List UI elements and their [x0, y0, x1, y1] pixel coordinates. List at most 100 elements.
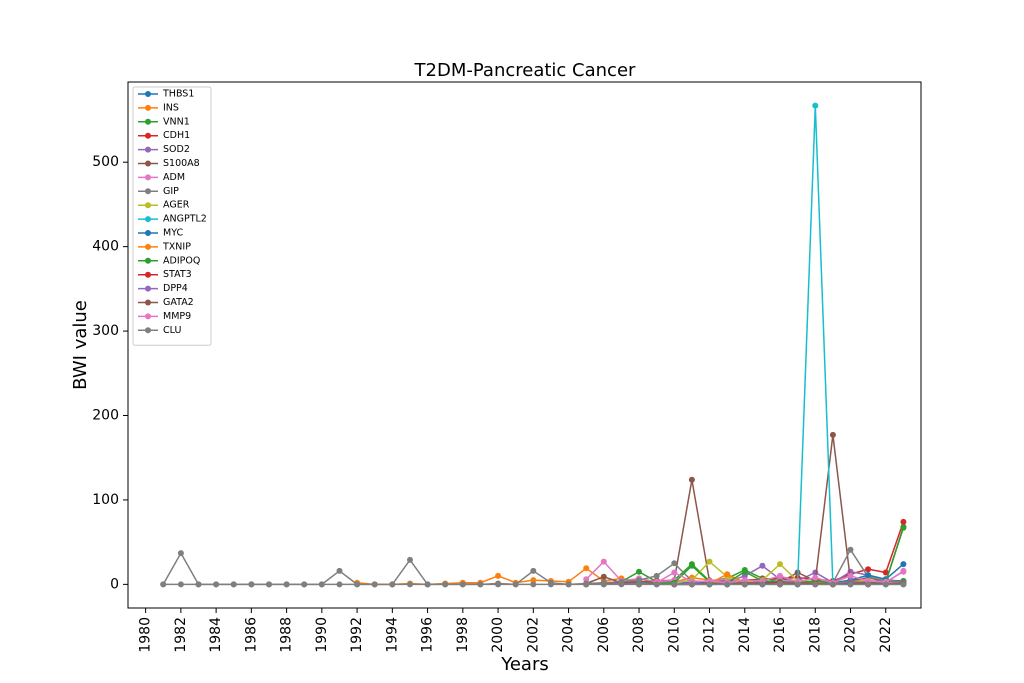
data-point [671, 560, 678, 567]
data-point [847, 546, 854, 553]
x-tick-label: 1990 [314, 617, 330, 653]
data-point [600, 558, 607, 565]
data-point [688, 581, 695, 588]
axes-ticks: 1980 1982 1984 1986 1988 1990 1992 1994 1996 1998… [92, 154, 894, 652]
data-point [354, 581, 361, 588]
legend-label: SOD2 [163, 144, 190, 155]
legend-swatch-marker [145, 243, 151, 250]
legend-label: MMP9 [163, 311, 191, 322]
data-point [812, 102, 819, 109]
legend-label: GIP [163, 186, 179, 197]
data-point [741, 568, 748, 575]
legend-label: GATA2 [163, 297, 194, 308]
data-point [336, 581, 343, 588]
legend-label: TXNIP [162, 241, 191, 252]
x-tick-label: 2010 [666, 617, 682, 653]
data-point [759, 581, 766, 588]
legend-swatch-marker [145, 104, 151, 111]
data-point [900, 581, 907, 588]
x-tick-label: 2006 [596, 617, 612, 653]
data-point [371, 581, 378, 588]
series-line [709, 105, 904, 586]
y-tick-label: 100 [92, 492, 119, 508]
data-point [530, 567, 537, 574]
legend-entry: ADM [138, 172, 185, 183]
data-point [530, 581, 537, 588]
legend-label: S100A8 [163, 158, 200, 169]
x-tick-label: 2002 [525, 617, 541, 653]
legend-entry: THBS1 [138, 89, 194, 100]
legend-entry: DPP4 [138, 283, 188, 294]
x-tick-label: 2000 [490, 617, 506, 653]
legend-label: MYC [163, 228, 183, 239]
legend-swatch-marker [145, 188, 151, 195]
x-tick-label: 1998 [455, 617, 471, 653]
legend-label: THBS1 [162, 89, 194, 100]
series-s100a8 [583, 431, 907, 587]
data-point [829, 581, 836, 588]
legend-entry: ADIPOQ [138, 255, 200, 266]
series-line [638, 560, 904, 586]
data-point [495, 572, 502, 579]
x-tick-label: 2022 [878, 617, 894, 653]
legend-label: ANGPTL2 [163, 214, 207, 225]
plot-frame [127, 81, 922, 609]
data-point [882, 581, 889, 588]
data-point [847, 572, 854, 579]
x-tick-label: 2012 [702, 617, 718, 653]
data-point [777, 561, 783, 568]
y-tick-label: 0 [110, 576, 119, 592]
legend-label: ADM [163, 172, 185, 183]
data-point [636, 577, 642, 584]
legend-entry: AGER [138, 200, 190, 211]
data-point [741, 577, 748, 584]
y-tick-label: 500 [92, 154, 119, 170]
data-point [600, 581, 607, 588]
data-point [318, 581, 325, 588]
x-tick-label: 2016 [772, 617, 788, 653]
data-point [865, 581, 872, 588]
y-tick-label: 400 [92, 239, 119, 255]
data-point [829, 431, 836, 438]
series-line [585, 434, 905, 585]
data-point [794, 581, 801, 588]
legend-label: DPP4 [163, 283, 188, 294]
legend-entry: MMP9 [138, 311, 191, 322]
data-point [865, 566, 872, 573]
legend-swatch-marker [145, 285, 151, 292]
x-tick-label: 1988 [279, 617, 295, 653]
legend-entry: GATA2 [138, 297, 194, 308]
data-point [477, 581, 484, 588]
data-point [512, 581, 519, 588]
data-point [900, 518, 907, 525]
data-point [847, 581, 854, 588]
y-tick-label: 200 [92, 407, 119, 423]
legend-label: CDH1 [163, 130, 190, 141]
legend-swatch-marker [145, 118, 151, 125]
data-point [759, 562, 766, 569]
x-tick-label: 1996 [420, 617, 436, 653]
legend-entry: INS [138, 102, 179, 113]
legend-swatch-marker [145, 327, 151, 334]
legend-label: AGER [163, 200, 190, 211]
y-axis-label: BWI value [70, 300, 91, 390]
data-point [741, 581, 748, 588]
data-point [618, 581, 625, 588]
legend-entry: CLU [138, 325, 181, 336]
data-point [900, 561, 907, 568]
legend-swatch-marker [145, 146, 151, 153]
legend-swatch-marker [145, 230, 151, 236]
series-angptl2 [706, 102, 907, 588]
data-point [688, 476, 695, 483]
legend-entry: ANGPTL2 [138, 214, 207, 225]
data-point [583, 576, 590, 583]
x-tick-label: 1984 [208, 617, 224, 653]
x-axis-label: Years [500, 654, 549, 675]
data-point [653, 572, 660, 579]
data-point [248, 581, 255, 588]
x-tick-label: 2018 [807, 617, 823, 653]
data-point [600, 573, 607, 580]
legend-swatch-marker [145, 132, 151, 139]
